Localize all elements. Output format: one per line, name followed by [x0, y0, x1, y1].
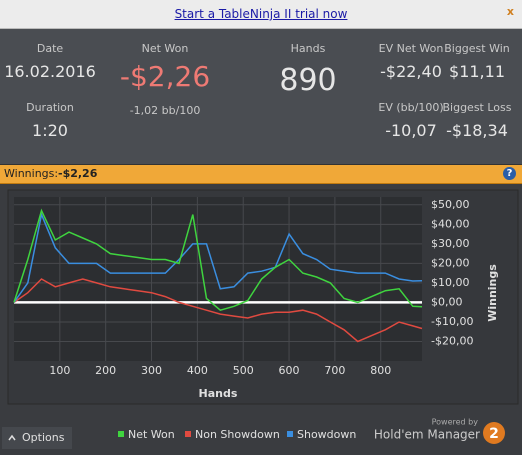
stat-value: -10,07: [385, 121, 437, 140]
y-tick-label: $30,00: [431, 237, 470, 250]
help-button[interactable]: ?: [503, 167, 516, 180]
y-tick-label: -$10,00: [431, 315, 473, 328]
winnings-value: -$2,26: [58, 167, 98, 180]
brand-badge: [483, 422, 505, 444]
legend-swatch: [185, 431, 191, 437]
stats-panel: Date 16.02.2016 Duration 1:20 Net Won -$…: [0, 29, 522, 165]
trial-link[interactable]: Start a TableNinja II trial now: [174, 7, 348, 21]
chevron-icon: [8, 434, 16, 441]
x-tick-label: 700: [324, 364, 345, 377]
stat-label: Biggest Loss: [442, 101, 512, 114]
x-tick-label: 100: [49, 364, 70, 377]
stat-value: $11,11: [449, 62, 505, 81]
stat-value: -$18,34: [446, 121, 508, 140]
stat-label: EV (bb/100): [378, 101, 444, 114]
stat-label: EV Net Won: [378, 42, 444, 55]
legend-label: Non Showdown: [195, 428, 280, 441]
legend-label: Net Won: [128, 428, 175, 441]
stat-value: 16.02.2016: [4, 62, 96, 81]
stat-label: Duration: [26, 101, 74, 114]
y-axis-label: Winnings: [486, 264, 499, 322]
y-tick-label: -$20,00: [431, 334, 473, 347]
x-axis-label: Hands: [199, 387, 238, 400]
y-tick-label: $20,00: [431, 256, 470, 269]
chart: Hands Winnings Options Powered by Hold'e…: [2, 189, 519, 449]
powered-by: Powered by: [432, 418, 479, 427]
stat-sub: -1,02 bb/100: [129, 104, 201, 117]
legend-swatch: [118, 431, 124, 437]
series-line: [13, 212, 423, 303]
hands-value: 890: [279, 63, 337, 98]
brand-name: Hold'em Manager: [374, 428, 480, 442]
net-won-value: -$2,26: [119, 60, 211, 93]
x-tick-label: 800: [370, 364, 391, 377]
series-line: [13, 208, 423, 312]
x-tick-label: 600: [279, 364, 300, 377]
y-tick-label: $50,00: [431, 198, 470, 211]
stat-label: Hands: [290, 42, 326, 55]
stat-label: Net Won: [141, 42, 189, 55]
stat-label: Date: [36, 42, 64, 55]
stat-value: 1:20: [32, 121, 68, 140]
legend-label: Showdown: [297, 428, 356, 441]
brand-badge-text: 2: [489, 426, 499, 442]
x-tick-label: 400: [187, 364, 208, 377]
stat-value: -$22,40: [380, 62, 442, 81]
winnings-label: Winnings:: [4, 167, 59, 180]
y-tick-label: $0,00: [431, 295, 463, 308]
close-button[interactable]: x: [506, 5, 514, 18]
x-tick-label: 300: [141, 364, 162, 377]
winnings-bar: Winnings: -$2,26 ?: [0, 165, 522, 184]
stat-label: Biggest Win: [444, 42, 510, 55]
y-tick-label: $10,00: [431, 276, 470, 289]
legend-swatch: [287, 431, 293, 437]
series-line: [13, 278, 423, 343]
x-tick-label: 200: [95, 364, 116, 377]
options-button[interactable]: [2, 427, 72, 449]
x-tick-label: 500: [233, 364, 254, 377]
trial-banner: Start a TableNinja II trial now x: [0, 0, 522, 29]
y-tick-label: $40,00: [431, 217, 470, 230]
options-label[interactable]: Options: [22, 431, 65, 444]
